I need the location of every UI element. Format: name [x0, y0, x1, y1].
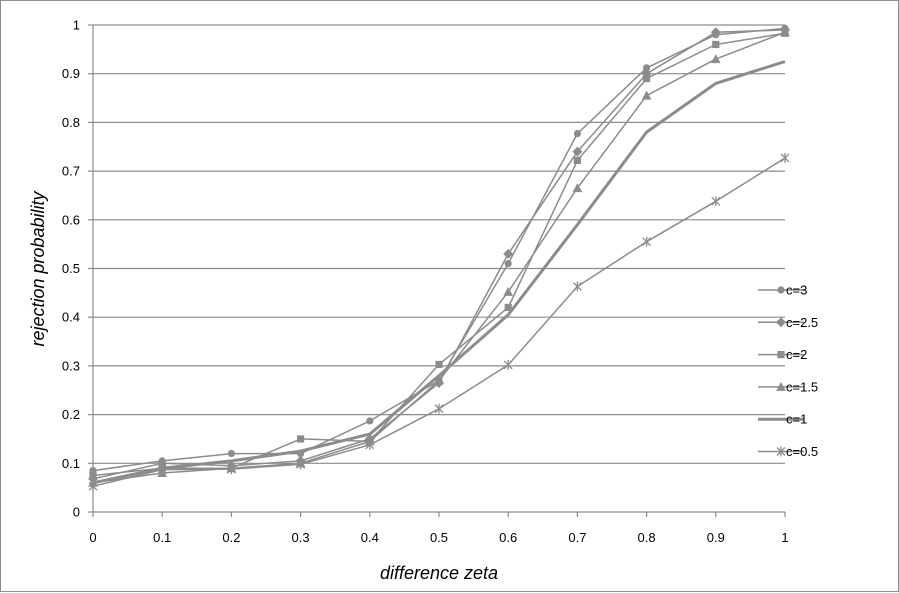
data-point — [297, 435, 305, 443]
legend-label: c=0.5 — [786, 444, 818, 459]
data-point — [711, 54, 721, 64]
data-point — [711, 196, 721, 207]
data-point — [157, 464, 167, 475]
y-tick-label: 0.2 — [62, 407, 80, 422]
x-tick-label: 0.9 — [707, 530, 725, 545]
legend-label: c=3 — [786, 283, 807, 298]
series-group — [88, 24, 790, 492]
data-point — [573, 130, 582, 138]
legend-marker — [777, 351, 785, 359]
y-tick-label: 0.8 — [62, 115, 80, 130]
series-c-1-5 — [88, 27, 790, 487]
data-point — [573, 156, 581, 164]
data-point — [504, 303, 512, 312]
legend-item: c=2 — [758, 347, 807, 362]
legend-marker — [776, 446, 786, 457]
data-point — [641, 90, 652, 100]
y-tick-label: 1 — [73, 18, 80, 33]
data-point — [503, 248, 514, 259]
legend-item: c=3 — [758, 283, 807, 298]
data-point — [643, 64, 651, 72]
data-point — [366, 417, 374, 425]
data-point — [503, 286, 513, 296]
x-tick-label: 0.2 — [222, 530, 240, 545]
x-tick-label: 0.1 — [153, 530, 171, 545]
legend-label: c=1.5 — [786, 379, 818, 394]
x-tick-label: 1 — [781, 530, 788, 545]
y-axis-title: rejection probability — [28, 190, 48, 346]
legend-label: c=2.5 — [786, 315, 818, 330]
series-line — [92, 60, 786, 485]
legend-item: c=1.5 — [758, 379, 818, 394]
x-axis-title: difference zeta — [380, 563, 498, 583]
x-tick-label: 0.6 — [499, 530, 517, 545]
data-point — [780, 152, 790, 163]
data-point — [710, 27, 721, 38]
data-point — [504, 260, 512, 268]
legend: c=3 c=2.5 c=2 c=1.5 c=1 c=0.5 — [758, 283, 818, 459]
series-line — [92, 157, 786, 487]
data-point — [712, 40, 720, 49]
data-point — [434, 403, 444, 414]
data-point — [572, 183, 583, 193]
data-point — [227, 449, 235, 458]
data-point — [503, 359, 513, 370]
x-tick-label: 0.4 — [361, 530, 379, 545]
data-point — [572, 146, 583, 157]
legend-marker — [777, 286, 785, 294]
x-tick-label: 0 — [89, 530, 96, 545]
data-point — [435, 360, 443, 369]
data-point — [226, 464, 236, 475]
legend-item: c=0.5 — [758, 444, 818, 459]
series-c-0-5 — [88, 152, 790, 492]
y-tick-label: 0.3 — [62, 358, 80, 373]
y-tick-label: 0.9 — [62, 66, 80, 81]
data-point — [643, 74, 651, 83]
legend-item: c=1 — [758, 412, 807, 427]
y-tick-label: 0.7 — [62, 164, 80, 179]
data-point — [780, 27, 790, 37]
gridlines — [93, 24, 785, 464]
data-point — [89, 471, 97, 480]
legend-label: c=1 — [786, 412, 807, 427]
series-c-1 — [92, 60, 786, 485]
legend-item: c=2.5 — [758, 315, 818, 330]
y-tick-label: 0.4 — [62, 310, 80, 325]
y-tick-label: 0 — [73, 505, 80, 520]
legend-marker — [776, 381, 786, 391]
x-tick-label: 0.5 — [430, 530, 448, 545]
x-tick-label: 0.3 — [292, 530, 310, 545]
x-tick-label: 0.8 — [638, 530, 656, 545]
data-point — [365, 439, 375, 450]
axes: 0 0.1 0.2 0.3 0.4 0.5 0.6 0.7 0.8 0.9 1 0 0.1 0.2 0.3 0… — [62, 18, 789, 546]
y-tick-label: 0.5 — [62, 261, 80, 276]
legend-marker — [776, 317, 786, 328]
y-tick-label: 0.6 — [62, 212, 80, 227]
x-tick-label: 0.7 — [568, 530, 586, 545]
data-point — [434, 375, 444, 385]
data-point — [572, 281, 582, 292]
y-tick-label: 0.1 — [62, 456, 80, 471]
legend-label: c=2 — [786, 347, 807, 362]
data-point — [296, 459, 306, 470]
data-point — [642, 236, 652, 247]
series-line — [92, 31, 786, 484]
data-point — [88, 481, 98, 492]
